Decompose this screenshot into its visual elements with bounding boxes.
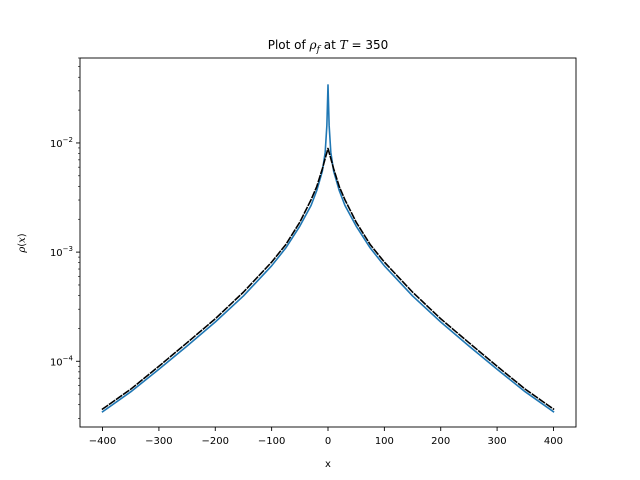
y-axis: 10−4 10−3 10−2 (50, 57, 80, 419)
x-tick-label: −400 (89, 436, 116, 447)
x-tick-label: 200 (431, 436, 450, 447)
y-tick-label: 10−4 (50, 354, 74, 368)
x-tick-label: −100 (258, 436, 285, 447)
x-tick-label: 400 (544, 436, 563, 447)
x-axis-label: x (325, 459, 331, 470)
series-line-dashed (101, 147, 555, 411)
chart-title: Plot of ρf at T = 350 (268, 38, 389, 55)
x-tick-label: 300 (488, 436, 507, 447)
x-tick-label: 100 (375, 436, 394, 447)
x-tick-label: 0 (325, 436, 331, 447)
series-group (101, 84, 555, 413)
x-axis: −400 −300 −200 −100 0 100 200 300 400 (89, 427, 563, 447)
y-tick-label: 10−2 (50, 136, 73, 150)
x-tick-label: −200 (202, 436, 229, 447)
x-tick-label: −300 (145, 436, 172, 447)
y-axis-label: ρ(x) (17, 233, 28, 253)
y-tick-label: 10−3 (50, 245, 73, 259)
series-line-solid (101, 84, 555, 413)
